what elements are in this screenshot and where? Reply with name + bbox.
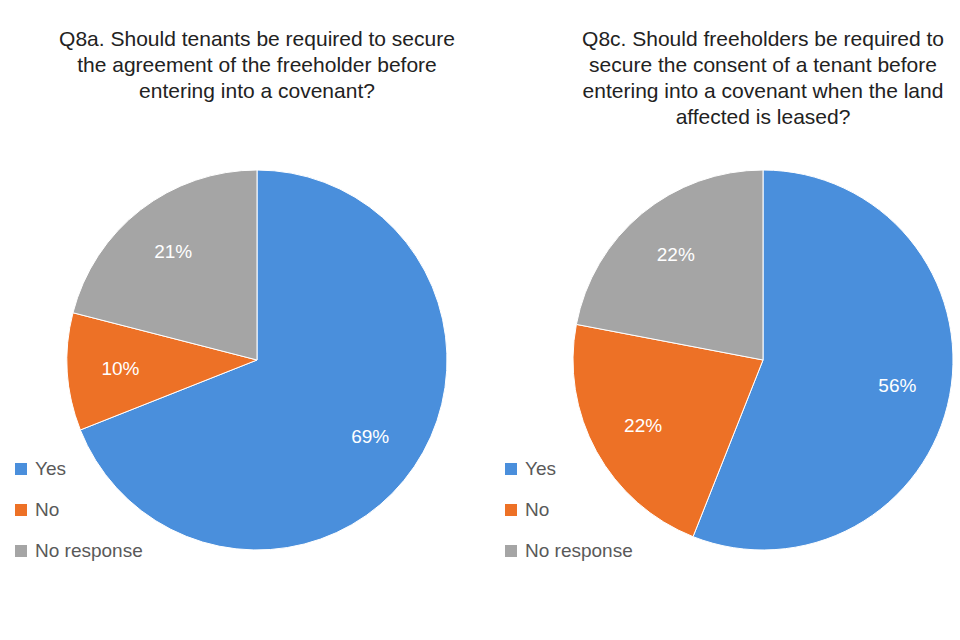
svg-text:69%: 69% xyxy=(351,426,389,447)
svg-text:56%: 56% xyxy=(878,375,916,396)
svg-text:21%: 21% xyxy=(154,241,192,262)
html-text:No response: No response xyxy=(525,539,633,561)
svg-text:22%: 22% xyxy=(624,415,662,436)
html-text:No: No xyxy=(35,498,60,520)
html-text:Q8c. Should freeholders be req: Q8c. Should freeholders be required to s… xyxy=(582,27,944,128)
html-text:Yes: Yes xyxy=(35,457,66,479)
html-text:Yes: Yes xyxy=(525,457,556,479)
html-text:No: No xyxy=(525,498,550,520)
svg-text:22%: 22% xyxy=(657,244,695,265)
html-text:No response: No response xyxy=(35,539,143,561)
svg-text:10%: 10% xyxy=(101,358,139,379)
html-text:Q8a. Should tenants be require: Q8a. Should tenants be required to secur… xyxy=(59,27,455,102)
